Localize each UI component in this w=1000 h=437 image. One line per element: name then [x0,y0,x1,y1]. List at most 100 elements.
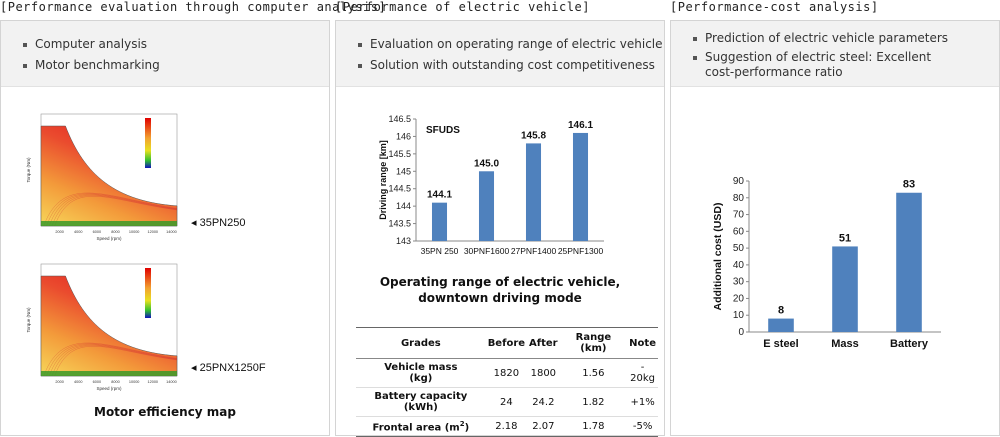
data-label: 8 [778,305,784,317]
map-x-tick: 14000 [166,230,177,234]
colorbar [145,268,151,318]
grades-table: Grades Before After Range (km) Note Vehi… [356,327,658,437]
efficiency-contour [51,345,178,377]
data-label: 145.0 [474,158,499,169]
table-header: Grades [356,327,486,359]
x-tick-label: Battery [890,338,929,350]
data-label: 145.8 [521,130,546,141]
bullet-item: Prediction of electric vehicle parameter… [693,31,999,46]
bar [478,171,495,241]
map-y-title: Torque (Nm) [26,157,31,183]
y-tick-label: 10 [733,310,745,321]
data-label: 146.1 [568,120,593,131]
data-label: 51 [839,232,851,244]
map-x-tick: 12000 [147,230,158,234]
y-tick-label: 145.5 [388,149,411,159]
y-tick-label: 80 [733,193,745,204]
efficiency-contour [43,342,178,377]
grade-cell: Frontal area (m2) [356,416,486,437]
column-title: [Performance-cost analysis] [670,0,879,14]
bullet-list: Evaluation on operating range of electri… [336,21,664,87]
map-x-tick: 6000 [93,380,101,384]
motor-efficiency-map-35pn250: 2000 4000 6000 8000 10000 12000 14000 Speed (rp… [26,113,178,241]
y-tick-label: 20 [733,293,745,304]
bullet-item: Computer analysis [23,37,329,52]
efficiency-contour [48,344,178,377]
map-x-tick: 14000 [166,380,177,384]
map-x-tick: 2000 [55,380,63,384]
after-cell: 1800 [527,358,560,388]
bullet-item: Motor benchmarking [23,58,329,73]
x-tick-label: Mass [831,338,859,350]
table-header: Note [627,327,658,359]
y-tick-label: 144 [396,201,411,211]
panel: Evaluation on operating range of electri… [335,20,665,437]
efficiency-region [40,275,178,377]
y-tick-label: 145 [396,166,411,176]
map-y-title: Torque (Nm) [26,307,31,333]
additional-cost-chart: 0 10 20 30 40 50 60 70 80 90 8 E steel 51 Mass 83 Batte… [712,176,941,350]
note-cell: +1% [627,387,658,417]
y-tick-label: 40 [733,260,745,271]
efficiency-contour [46,343,178,377]
map-x-tick: 10000 [129,230,140,234]
before-cell: 2.18 [485,416,528,437]
map-x-tick: 12000 [147,380,158,384]
panel: Computer analysis Motor benchmarking 200… [0,20,330,436]
column-title: [Performance of electric vehicle] [335,0,590,14]
caption-line: Operating range of electric vehicle, [379,275,621,289]
note-cell: -5% [627,416,658,437]
table-row: Frontal area (m2) 2.18 2.07 1.78 -5% [356,416,658,437]
y-tick-label: 144.5 [388,184,411,194]
after-cell: 24.2 [527,387,560,417]
data-label: 144.1 [427,190,452,201]
efficiency-contour [54,196,178,227]
bar [896,192,922,332]
chart-title: SFUDS [426,125,460,136]
y-tick-label: 0 [738,327,744,338]
column-computer-analysis: [Performance evaluation through computer… [0,0,386,436]
grade-cell: Vehicle mass (kg) [356,358,486,388]
after-cell: 2.07 [527,416,560,437]
bar [832,246,858,332]
table-row: Vehicle mass (kg) 1820 1800 1.56 -20kg [356,358,658,388]
bullet-item: Suggestion of electric steel: Excellent … [693,50,943,80]
before-cell: 24 [485,387,528,417]
map-label-35pn250: ◂ 35PN250 [191,217,246,229]
x-tick-label: E steel [763,338,798,350]
motor-efficiency-map-25pnx1250f: 2000 4000 6000 8000 10000 12000 14000 Speed (rp… [26,263,178,391]
table-header-row: Grades Before After Range (km) Note [356,327,658,359]
y-tick-label: 143 [396,236,411,246]
y-tick-label: 60 [733,226,745,237]
map-x-tick: 6000 [93,230,101,234]
efficiency-contour [48,194,178,227]
table-header: Range (km) [559,327,628,359]
bullet-item: Evaluation on operating range of electri… [358,37,664,52]
colorbar [145,118,151,168]
y-tick-label: 143.5 [388,219,411,229]
map-label-25pnx1250f: ◂ 25PNX1250F [191,362,266,374]
x-tick-label: 25PNF1300 [558,246,604,256]
map-x-tick: 8000 [111,230,119,234]
y-tick-label: 90 [733,176,745,187]
map-x-tick: 10000 [129,380,140,384]
table-header: After [527,327,560,359]
range-cell: 1.82 [559,387,628,417]
bar [525,143,542,241]
x-tick-label: 30PNF1600 [464,246,510,256]
low-torque-band [41,221,177,226]
y-tick-label: 146 [396,131,411,141]
motor-efficiency-caption: Motor efficiency map [94,405,236,419]
note-cell: -20kg [627,358,658,388]
map-x-tick: 2000 [55,230,63,234]
column-electric-vehicle: [Performance of electric vehicle] Evalua… [335,0,665,437]
bar [431,202,448,241]
table-header: Before [485,327,528,359]
efficiency-contour [46,193,178,227]
map-x-title: Speed (rpm) [96,236,122,241]
map-x-tick: 8000 [111,380,119,384]
map-x-tick: 4000 [74,230,82,234]
efficiency-region [40,125,178,227]
y-tick-label: 50 [733,243,745,254]
y-axis-title: Driving range [km] [378,140,388,220]
